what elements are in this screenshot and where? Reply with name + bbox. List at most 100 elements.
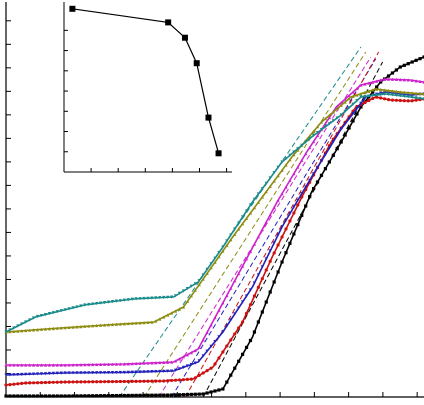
data-series xyxy=(4,87,424,334)
data-point xyxy=(24,320,28,324)
data-point xyxy=(339,101,343,105)
data-point xyxy=(402,63,406,67)
data-point xyxy=(347,97,351,101)
data-point xyxy=(355,106,359,111)
data-point xyxy=(71,394,75,398)
data-point xyxy=(319,159,324,163)
data-point xyxy=(51,371,55,375)
data-point xyxy=(126,362,130,366)
data-point xyxy=(166,379,170,383)
data-point xyxy=(308,178,312,182)
data-point xyxy=(225,293,229,298)
data-point xyxy=(59,371,63,375)
data-point xyxy=(170,311,174,315)
data-point xyxy=(229,233,233,237)
data-point xyxy=(205,330,209,334)
data-point xyxy=(142,321,146,325)
data-point xyxy=(229,338,233,342)
data-point xyxy=(268,184,272,188)
data-point xyxy=(355,93,359,97)
data-point xyxy=(276,165,280,169)
data-point xyxy=(209,266,213,270)
data-point xyxy=(272,241,276,245)
data-point xyxy=(118,370,122,375)
data-point xyxy=(375,79,379,83)
data-point xyxy=(205,349,209,353)
data-point xyxy=(308,134,312,138)
data-point xyxy=(276,243,280,247)
data-point xyxy=(154,379,158,383)
data-point xyxy=(248,211,253,215)
data-point xyxy=(185,392,189,397)
data-point xyxy=(177,307,182,311)
data-point xyxy=(280,235,284,239)
data-point xyxy=(390,77,395,81)
data-point xyxy=(185,353,189,357)
data-point xyxy=(410,78,414,82)
data-point xyxy=(95,371,99,375)
data-point xyxy=(410,60,414,64)
data-point xyxy=(276,174,280,178)
data-point xyxy=(110,394,115,398)
data-point xyxy=(24,372,28,376)
data-point xyxy=(379,93,383,97)
data-point xyxy=(284,163,288,167)
data-point xyxy=(166,295,170,299)
data-point xyxy=(138,321,142,325)
data-point xyxy=(406,78,410,82)
data-point xyxy=(185,377,189,381)
data-point xyxy=(75,380,79,384)
data-point xyxy=(260,277,264,281)
data-point xyxy=(110,300,115,304)
data-point xyxy=(146,320,150,324)
data-point xyxy=(189,294,193,298)
data-point xyxy=(28,381,32,385)
data-point xyxy=(244,209,249,213)
data-point xyxy=(327,122,331,126)
data-point xyxy=(256,273,260,277)
data-point xyxy=(244,294,249,298)
data-point xyxy=(288,153,292,157)
data-point xyxy=(20,322,24,326)
data-point xyxy=(363,96,367,100)
data-point xyxy=(177,357,182,361)
data-point xyxy=(398,98,402,103)
data-point xyxy=(138,379,142,383)
data-point xyxy=(55,371,59,375)
data-point xyxy=(382,97,387,101)
data-point xyxy=(39,363,44,367)
inset-series xyxy=(69,5,222,157)
data-point xyxy=(28,328,32,332)
data-point xyxy=(280,168,284,172)
data-point xyxy=(331,119,335,123)
data-point xyxy=(359,83,363,87)
data-point xyxy=(162,315,166,319)
data-point xyxy=(347,126,351,130)
data-point xyxy=(363,100,367,105)
data-point xyxy=(410,91,414,95)
data-point xyxy=(91,394,95,398)
data-point xyxy=(8,363,12,367)
data-point xyxy=(55,394,59,398)
data-point xyxy=(67,380,71,384)
data-point xyxy=(24,363,28,367)
data-point xyxy=(237,306,241,310)
data-point xyxy=(32,316,36,320)
data-point xyxy=(122,298,126,302)
data-point xyxy=(351,119,355,123)
data-point xyxy=(225,380,229,384)
data-point xyxy=(335,133,339,137)
data-point xyxy=(91,380,95,384)
data-point xyxy=(402,90,406,94)
data-point xyxy=(99,362,103,366)
data-point xyxy=(284,251,288,255)
data-point xyxy=(197,373,201,377)
data-point xyxy=(355,99,359,103)
data-point xyxy=(28,394,32,398)
data-point xyxy=(233,232,237,236)
data-point xyxy=(394,77,398,82)
data-point xyxy=(181,355,186,359)
data-point xyxy=(63,394,67,398)
data-point xyxy=(382,77,387,81)
